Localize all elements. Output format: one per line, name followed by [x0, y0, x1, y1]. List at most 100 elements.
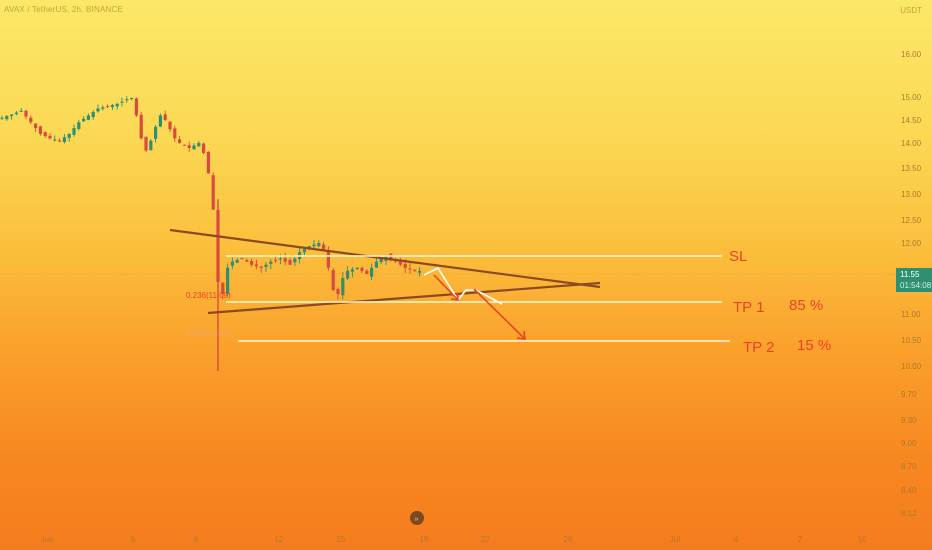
y-tick-label: 12.50 [901, 216, 922, 225]
x-tick-label: Jul [670, 535, 680, 544]
tp1-label: TP 1 [733, 299, 764, 316]
x-tick-label: 10 [858, 535, 867, 544]
candle [135, 98, 138, 115]
sl-label: SL [729, 248, 747, 265]
x-tick-label: 15 [337, 535, 346, 544]
candle [327, 252, 330, 268]
scroll-icon: » [415, 516, 419, 523]
candle [375, 262, 378, 268]
candle [173, 128, 176, 138]
candle [44, 132, 47, 136]
candle [178, 139, 181, 143]
ascending-trendline[interactable] [208, 283, 600, 313]
candle [360, 268, 363, 271]
candle [72, 128, 75, 135]
candle [231, 262, 234, 266]
candle [236, 260, 239, 263]
fib-0382-label: 0.382(10.47) [186, 329, 232, 338]
candle [303, 249, 306, 252]
candle [255, 265, 258, 267]
candle [34, 123, 37, 128]
candle [168, 122, 171, 129]
tp2-percent-label: 15 % [797, 337, 831, 354]
candle [250, 261, 253, 265]
candle [154, 127, 157, 139]
candle [317, 243, 320, 246]
y-tick-label: 10.00 [901, 362, 922, 371]
candle [365, 271, 368, 274]
candle [245, 260, 248, 262]
candle [351, 269, 354, 271]
candle [192, 146, 195, 150]
y-tick-label: 11.00 [901, 310, 921, 319]
y-tick-label: 9.70 [901, 390, 917, 399]
bar-countdown: 01:54:08 [900, 281, 932, 290]
candle [404, 264, 407, 268]
x-tick-label: 19 [420, 535, 429, 544]
y-tick-label: 10.50 [901, 336, 922, 345]
y-tick-label: 8.12 [901, 509, 917, 518]
candle [29, 118, 32, 122]
scroll-to-realtime-button[interactable]: » [410, 511, 424, 525]
candle [197, 143, 200, 146]
y-tick-label: 14.50 [901, 116, 922, 125]
candle [92, 112, 95, 117]
candle [125, 99, 128, 100]
y-tick-label: 16.00 [901, 50, 922, 59]
candle [82, 119, 85, 121]
x-tick-label: 5 [131, 535, 136, 544]
candle [53, 140, 56, 141]
candle [418, 271, 421, 273]
candle [159, 115, 162, 126]
candle [10, 114, 13, 116]
tp1-percent-label: 85 % [789, 297, 823, 314]
candle [96, 109, 99, 112]
y-tick-label: 9.00 [901, 439, 917, 448]
y-tick-label: 13.50 [901, 164, 922, 173]
x-tick-label: Jun [41, 535, 54, 544]
x-tick-label: 12 [275, 535, 284, 544]
candle [116, 104, 119, 107]
candle [0, 118, 3, 119]
y-tick-label: 13.00 [901, 190, 922, 199]
candle [269, 262, 272, 264]
projection-arrow-2[interactable] [474, 289, 525, 339]
candle [408, 268, 411, 269]
candle [20, 111, 23, 112]
y-tick-label: 12.00 [901, 239, 922, 248]
tp2-label: TP 2 [743, 339, 774, 356]
candle [87, 115, 90, 119]
candle [164, 114, 167, 120]
candle [140, 115, 143, 139]
candle [101, 107, 104, 108]
candle [413, 270, 416, 271]
fib-0236-label: 0.236(11.09) [186, 291, 231, 300]
candle [284, 258, 287, 261]
candle [111, 105, 114, 107]
candle [202, 144, 205, 153]
candle [336, 289, 339, 294]
candle [48, 136, 51, 138]
candle [120, 102, 123, 103]
candle [106, 106, 109, 107]
x-tick-label: 7 [798, 535, 803, 544]
candle [288, 260, 291, 265]
candle [77, 122, 80, 129]
x-tick-label: 8 [194, 535, 199, 544]
candle [207, 152, 210, 173]
x-tick-label: 4 [734, 535, 739, 544]
candle [15, 113, 18, 115]
candle [144, 137, 147, 151]
candle [322, 244, 325, 249]
candle [370, 268, 373, 277]
y-tick-label: 9.30 [901, 416, 917, 425]
y-tick-label: 14.00 [901, 139, 922, 148]
candle [293, 259, 296, 263]
candle [183, 145, 186, 146]
time-axis[interactable]: Jun 5 8 12 15 19 22 26 Jul 4 7 10 [41, 535, 867, 544]
x-tick-label: 26 [564, 535, 573, 544]
candle [149, 141, 152, 150]
descending-trendline[interactable] [170, 230, 600, 287]
candle [264, 265, 267, 267]
